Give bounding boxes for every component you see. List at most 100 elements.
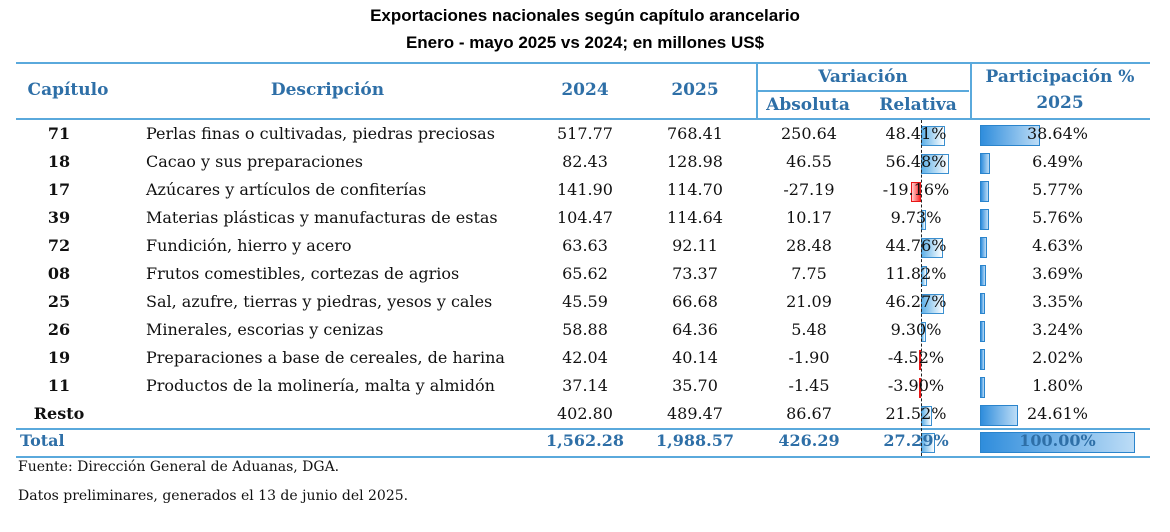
participation-cell: 24.61% [1026,404,1088,423]
chapter-cell: 26 [47,320,71,339]
value-2024-cell: 63.63 [562,236,608,255]
total-top-rule [16,428,1150,430]
header-capitulo: Capítulo [27,80,109,100]
participation-bar [980,181,989,202]
participation-cell: 5.77% [1032,180,1083,199]
description-cell: Productos de la molinería, malta y almid… [146,376,495,395]
description-cell: Sal, azufre, tierras y piedras, yesos y … [146,292,493,311]
participation-cell: 3.35% [1032,292,1083,311]
participation-bar [980,125,1040,146]
chapter-cell: 11 [47,376,71,395]
relative-variation-cell: -19.16% [882,180,950,199]
relative-variation-cell: 27.29% [883,431,949,450]
absolute-variation-cell: 7.75 [791,264,827,283]
header-top-rule [16,62,1150,64]
header-participacion-year: 2025 [1036,93,1084,113]
absolute-variation-cell: 426.29 [778,431,840,450]
preliminary-footnote: Datos preliminares, generados el 13 de j… [18,488,409,504]
table-subtitle: Enero - mayo 2025 vs 2024; en millones U… [405,33,765,52]
relative-variation-bar [919,378,922,398]
chapter-cell: 39 [47,208,71,227]
total-bottom-rule [16,456,1150,458]
header-descripcion: Descripción [270,80,385,100]
description-cell: Cacao y sus preparaciones [146,152,363,171]
relative-variation-cell: 48.41% [885,124,947,143]
description-cell: Perlas finas o cultivadas, piedras preci… [146,124,495,143]
absolute-variation-cell: 5.48 [791,320,827,339]
relative-variation-cell: 9.30% [890,320,942,339]
participation-bar [980,377,985,398]
absolute-variation-cell: 21.09 [786,292,832,311]
variacion-right-border [970,64,972,118]
header-absoluta: Absoluta [766,95,850,115]
participation-cell: 5.76% [1032,208,1083,227]
value-2025-cell: 40.14 [672,348,718,367]
value-2024-cell: 402.80 [557,404,613,423]
participation-cell: 4.63% [1032,236,1083,255]
source-footnote: Fuente: Dirección General de Aduanas, DG… [18,459,340,475]
participation-bar [980,209,989,230]
chapter-cell: Resto [33,404,85,423]
value-2025-cell: 768.41 [667,124,723,143]
header-bottom-rule [16,118,1150,120]
relative-variation-cell: 21.52% [885,404,947,423]
value-2024-cell: 1,562.28 [546,431,624,450]
participation-bar [980,237,988,258]
chapter-cell: 72 [47,236,71,255]
variacion-underline [757,90,969,92]
value-2025-cell: 489.47 [667,404,723,423]
value-2025-cell: 35.70 [672,376,718,395]
absolute-variation-cell: 10.17 [786,208,832,227]
relative-variation-cell: 56.48% [885,152,947,171]
relative-variation-cell: 44.76% [885,236,947,255]
participation-cell: 1.80% [1032,376,1083,395]
header-2024: 2024 [561,80,609,100]
value-2024-cell: 42.04 [562,348,608,367]
relative-variation-bar [918,350,921,370]
absolute-variation-cell: 250.64 [781,124,837,143]
description-cell: Fundición, hierro y acero [146,236,352,255]
value-2024-cell: 58.88 [562,320,608,339]
chapter-cell: 19 [47,348,71,367]
relative-variation-cell: 11.82% [885,264,947,283]
value-2024-cell: 104.47 [557,208,613,227]
chapter-cell: 25 [47,292,71,311]
participation-bar [980,265,986,286]
value-2024-cell: 65.62 [562,264,608,283]
value-2024-cell: 45.59 [562,292,608,311]
value-2025-cell: 128.98 [667,152,723,171]
participation-cell: 6.49% [1032,152,1083,171]
chapter-cell: 08 [47,264,71,283]
chapter-cell: 17 [47,180,71,199]
relative-variation-cell: -4.52% [887,348,945,367]
description-cell: Frutos comestibles, cortezas de agrios [146,264,460,283]
header-participacion: Participación % [985,67,1135,87]
value-2025-cell: 64.36 [672,320,718,339]
relative-variation-cell: -3.90% [887,376,945,395]
value-2025-cell: 114.64 [667,208,723,227]
chapter-cell: 71 [47,124,71,143]
absolute-variation-cell: 46.55 [786,152,832,171]
absolute-variation-cell: -1.45 [788,376,830,395]
chapter-cell: 18 [47,152,71,171]
description-cell: Materias plásticas y manufacturas de est… [146,208,498,227]
participation-cell: 2.02% [1032,348,1083,367]
value-2024-cell: 37.14 [562,376,608,395]
absolute-variation-cell: -1.90 [788,348,830,367]
value-2025-cell: 1,988.57 [656,431,734,450]
participation-bar [980,153,991,174]
variacion-left-border [756,64,758,118]
value-2025-cell: 66.68 [672,292,718,311]
participation-cell: 3.24% [1032,320,1083,339]
absolute-variation-cell: -27.19 [783,180,835,199]
header-2025: 2025 [671,80,719,100]
participation-bar [980,293,986,314]
table-title: Exportaciones nacionales según capítulo … [370,6,800,25]
description-cell: Preparaciones a base de cereales, de har… [146,348,505,367]
value-2024-cell: 517.77 [557,124,613,143]
participation-bar [980,405,1019,426]
participation-bar [980,349,985,370]
description-cell: Azúcares y artículos de confiterías [146,180,427,199]
participation-cell: 100.00% [1019,431,1096,450]
value-2025-cell: 92.11 [672,236,718,255]
